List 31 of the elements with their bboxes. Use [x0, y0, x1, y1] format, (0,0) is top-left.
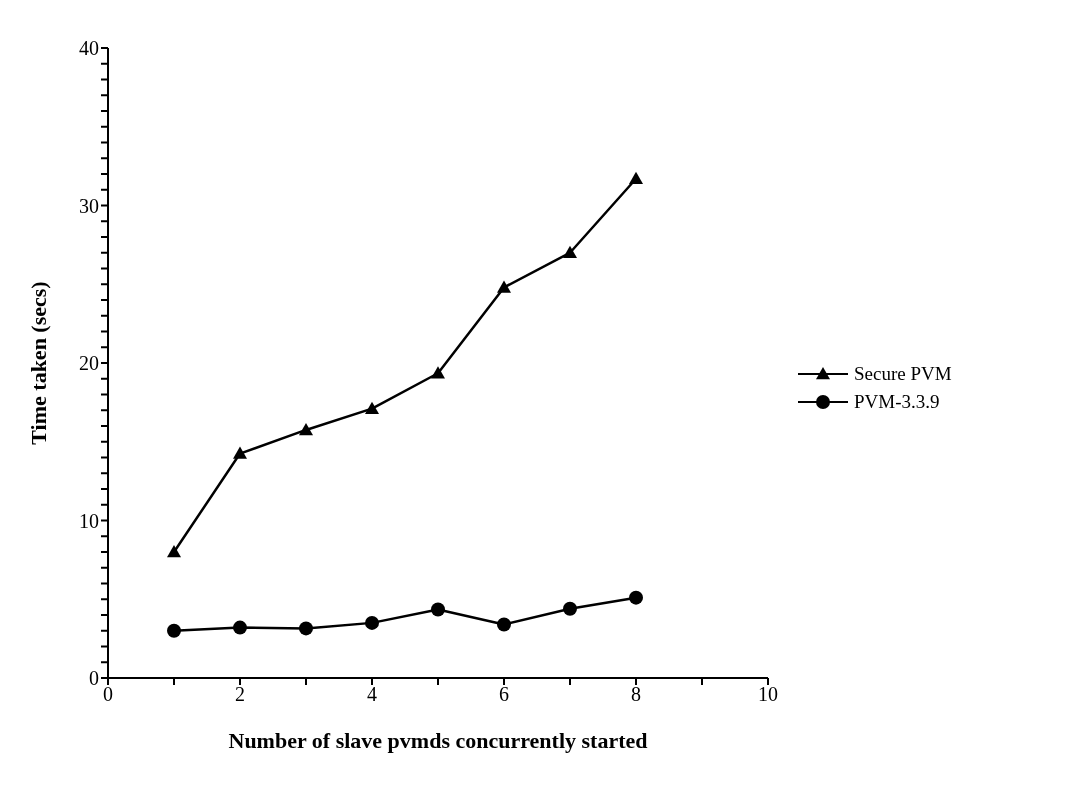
point — [629, 171, 643, 184]
point — [167, 623, 181, 638]
x-tick-label: 8 — [631, 683, 641, 706]
point — [563, 245, 577, 258]
point — [365, 401, 379, 414]
point — [365, 615, 379, 630]
point — [233, 620, 247, 635]
point — [431, 602, 445, 617]
x-tick-label: 10 — [758, 683, 778, 706]
point — [299, 621, 313, 636]
point — [299, 422, 313, 436]
x-tick-label: 6 — [499, 683, 509, 706]
legend-label: PVM-3.3.9 — [854, 391, 940, 413]
y-tick-label: 30 — [79, 194, 99, 217]
y-tick-label: 20 — [79, 352, 99, 375]
point — [497, 280, 511, 293]
point — [629, 590, 643, 605]
x-tick-label: 0 — [103, 683, 113, 706]
x-tick-label: 2 — [235, 683, 245, 706]
y-axis-title: Time taken (secs) — [25, 281, 51, 445]
legend-label: Secure PVM — [854, 363, 952, 385]
point — [167, 545, 181, 558]
x-tick-label: 4 — [367, 683, 377, 706]
point — [497, 617, 511, 632]
x-axis-title: Number of slave pvmds concurrently started — [228, 728, 648, 753]
y-tick-label: 40 — [79, 37, 99, 60]
point — [563, 601, 577, 616]
point — [431, 366, 445, 379]
y-tick-label: 10 — [79, 509, 99, 532]
point — [233, 446, 247, 459]
y-tick-label: 0 — [89, 667, 99, 690]
